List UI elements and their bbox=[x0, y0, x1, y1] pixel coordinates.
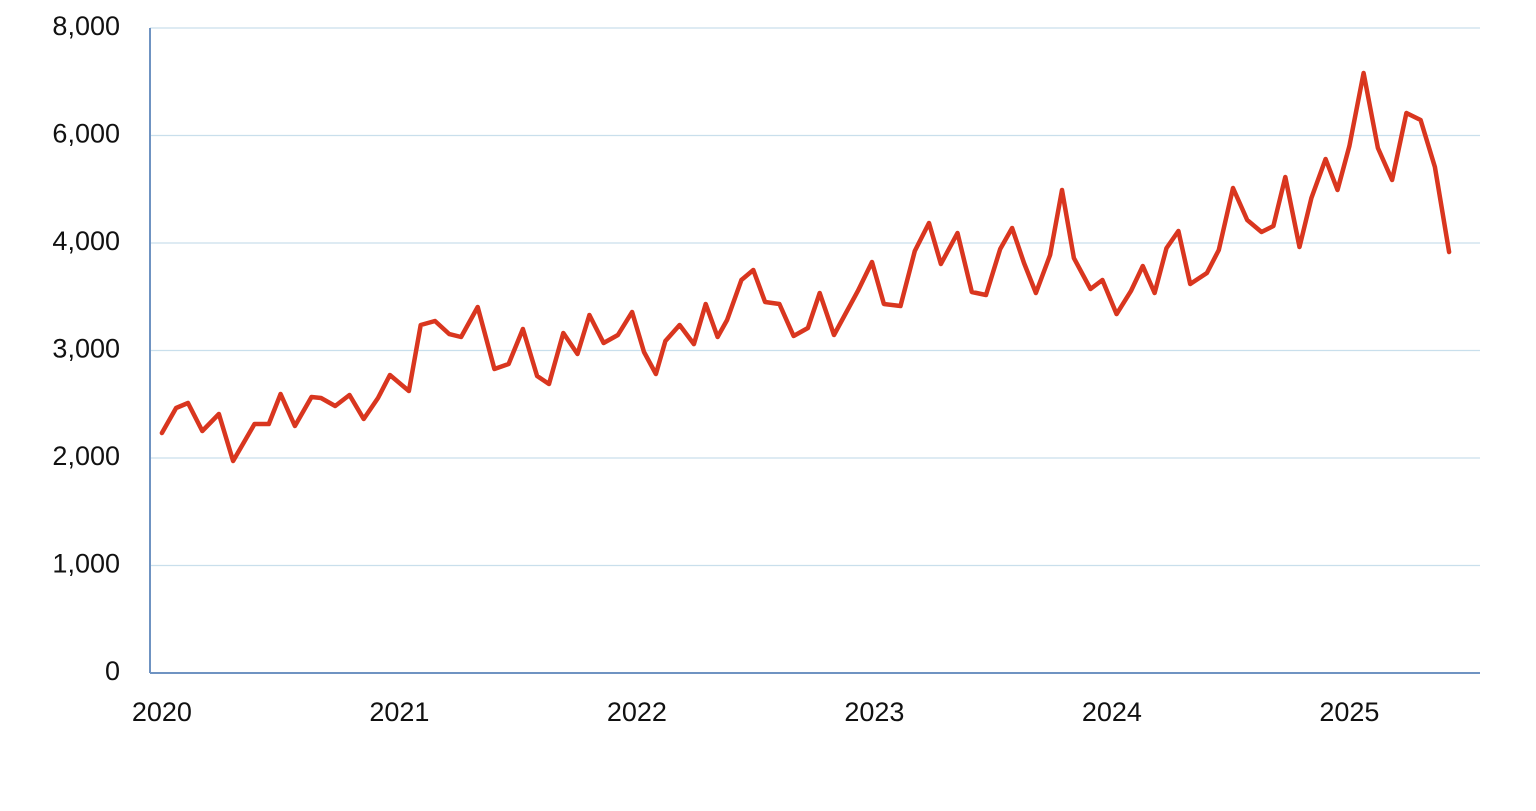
y-tick-label: 2,000 bbox=[52, 441, 120, 471]
x-tick-label: 2020 bbox=[132, 697, 192, 727]
x-tick-label: 2024 bbox=[1082, 697, 1142, 727]
y-tick-label: 4,000 bbox=[52, 226, 120, 256]
x-tick-label: 2022 bbox=[607, 697, 667, 727]
y-tick-label: 1,000 bbox=[52, 549, 120, 579]
data-line bbox=[159, 70, 1452, 464]
y-tick-label: 0 bbox=[105, 656, 120, 686]
x-tick-label: 2023 bbox=[844, 697, 904, 727]
x-tick-label: 2025 bbox=[1319, 697, 1379, 727]
x-tick-label: 2021 bbox=[369, 697, 429, 727]
y-tick-label: 3,000 bbox=[52, 334, 120, 364]
y-tick-label: 6,000 bbox=[52, 119, 120, 149]
y-tick-label: 8,000 bbox=[52, 11, 120, 41]
